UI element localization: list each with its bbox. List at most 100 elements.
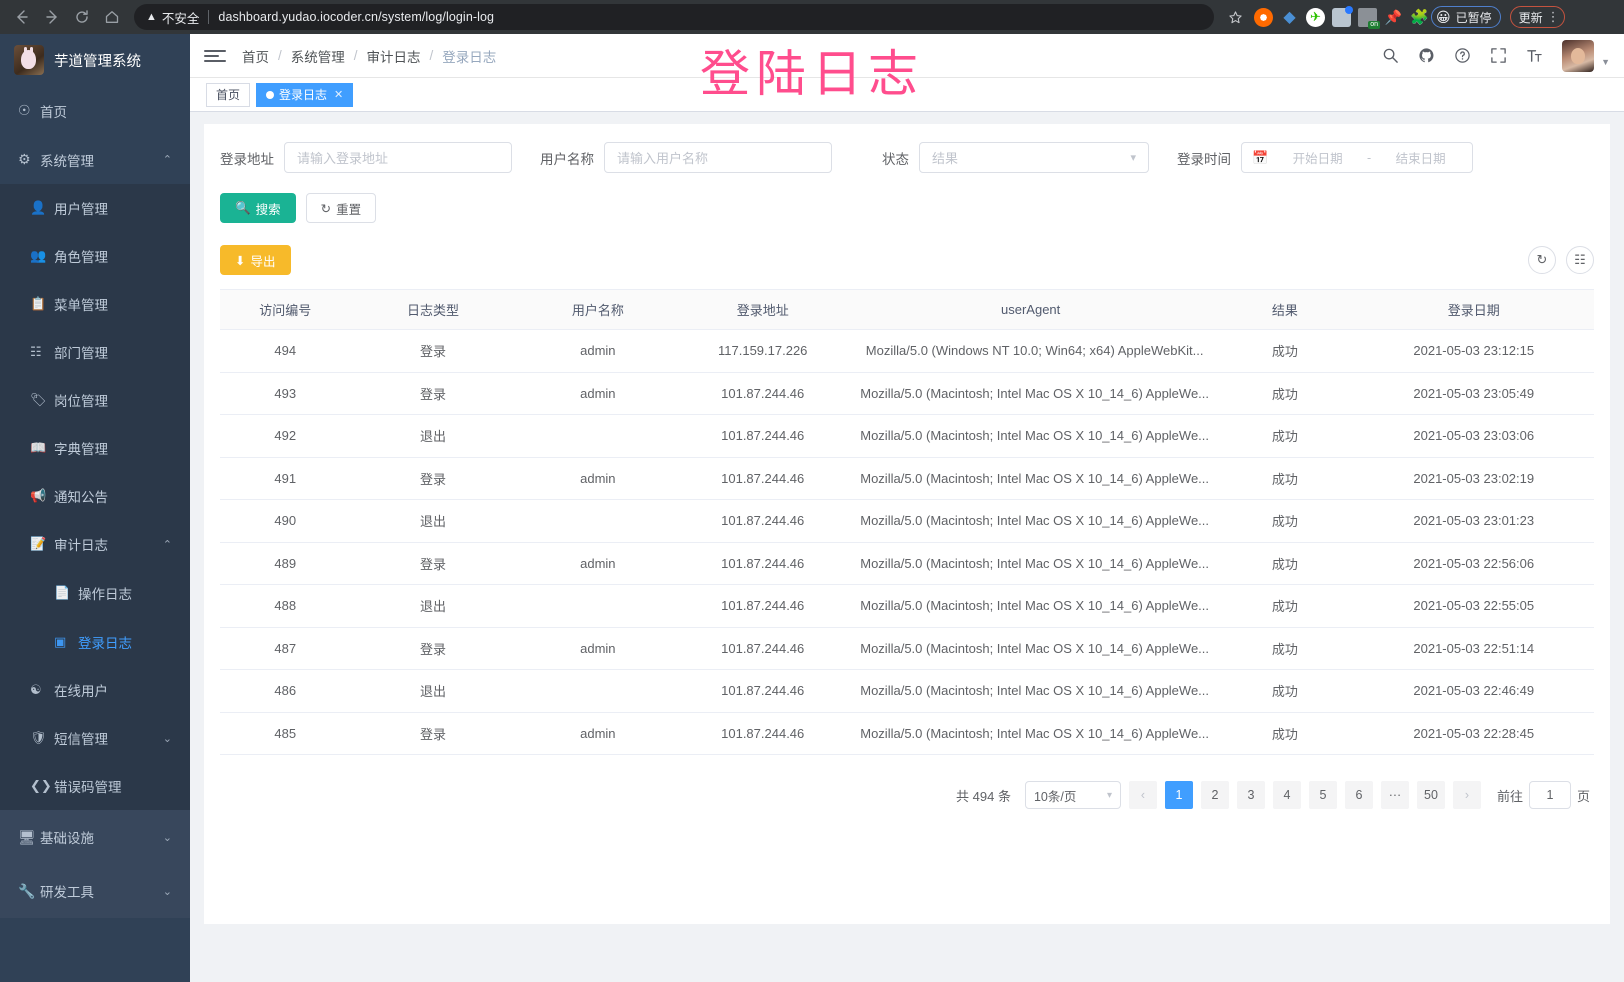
odoo-icon[interactable]	[1254, 7, 1273, 27]
address-bar[interactable]: ▲ 不安全 dashboard.yudao.iocoder.cn/system/…	[134, 4, 1214, 30]
login-time-daterange[interactable]: 📅 开始日期 - 结束日期	[1241, 142, 1473, 173]
sidebar-item-infrastructure[interactable]: 🖥 基础设施 ⌄	[0, 810, 190, 864]
sidebar-item-online-user[interactable]: ☯ 在线用户	[0, 666, 190, 714]
table-row[interactable]: 492 退出 101.87.244.46 Mozilla/5.0 (Macintosh…	[220, 414, 1594, 458]
cell-type: 登录	[350, 627, 516, 670]
column-header-ip[interactable]: 登录地址	[680, 289, 846, 330]
sidebar-item-role-manage[interactable]: 👥 角色管理	[0, 232, 190, 280]
table-row[interactable]: 494 登录 admin 117.159.17.226 Mozilla/5.0 (Win…	[220, 329, 1594, 373]
font-size-icon[interactable]	[1526, 47, 1543, 64]
table-row[interactable]: 489 登录 admin 101.87.244.46 Mozilla/5.0 (Maci…	[220, 542, 1594, 585]
wechat-icon[interactable]: ✈	[1306, 7, 1325, 27]
sidebar-item-sms-manage[interactable]: 🛡 短信管理 ⌄	[0, 714, 190, 762]
sidebar-item-label: 研发工具	[40, 885, 94, 900]
sidebar-item-login-log[interactable]: ▣ 登录日志	[0, 617, 190, 666]
puzzle-icon[interactable]: 🧩	[1410, 9, 1429, 26]
breadcrumb-separator: /	[429, 48, 434, 63]
column-header-id[interactable]: 访问编号	[220, 289, 351, 330]
page-size-select[interactable]: 10条/页 ▾	[1024, 781, 1121, 809]
sidebar-item-dict-manage[interactable]: 📖 字典管理	[0, 424, 190, 472]
clipboard-icon[interactable]	[1358, 7, 1380, 29]
breadcrumb-item-audit[interactable]: 审计日志	[366, 49, 421, 65]
search-button[interactable]: 🔍 搜索	[220, 193, 296, 223]
table-row[interactable]: 485 登录 admin 101.87.244.46 Mozilla/5.0 (Maci…	[220, 712, 1594, 755]
close-icon[interactable]: ✕	[334, 89, 344, 101]
hamburger-icon[interactable]	[204, 49, 226, 62]
pagination-ellipsis[interactable]: ···	[1380, 781, 1409, 809]
pagination-page-1[interactable]: 1	[1164, 781, 1193, 809]
pagination-page-2[interactable]: 2	[1200, 781, 1229, 809]
pagination-next[interactable]: ›	[1452, 781, 1481, 809]
pin-icon[interactable]: 📌	[1384, 8, 1403, 25]
fullscreen-icon[interactable]	[1490, 47, 1507, 64]
reload-icon[interactable]	[68, 3, 96, 31]
table-body: 494 登录 admin 117.159.17.226 Mozilla/5.0 (Win…	[220, 329, 1594, 755]
sidebar-item-home[interactable]: ☉ 首页	[0, 86, 190, 135]
sidebar-item-error-code[interactable]: ❮❯ 错误码管理	[0, 762, 190, 810]
breadcrumb-item-system[interactable]: 系统管理	[290, 49, 345, 65]
pagination-page-6[interactable]: 6	[1344, 781, 1373, 809]
pagination-page-4[interactable]: 4	[1272, 781, 1301, 809]
tab-home[interactable]: 首页	[206, 82, 251, 107]
columns-circle-icon[interactable]: ☷	[1566, 246, 1594, 274]
breadcrumb-item-home[interactable]: 首页	[242, 49, 269, 65]
sidebar-item-audit-log[interactable]: 📝 审计日志 ⌃	[0, 520, 190, 568]
table-row[interactable]: 491 登录 admin 101.87.244.46 Mozilla/5.0 (Maci…	[220, 457, 1594, 500]
forward-arrow-icon[interactable]	[38, 3, 66, 31]
input-placeholder: 请输入登录地址	[297, 151, 389, 166]
sidebar-item-user-manage[interactable]: 👤 用户管理	[0, 184, 190, 232]
translate-icon[interactable]	[1332, 5, 1353, 27]
table-row[interactable]: 493 登录 admin 101.87.244.46 Mozilla/5.0 (Maci…	[220, 372, 1594, 415]
login-address-input[interactable]: 请输入登录地址	[284, 142, 512, 173]
bookmark-star-icon[interactable]	[1222, 4, 1248, 30]
cell-useragent: Mozilla/5.0 (Macintosh; Intel Mac OS X 1…	[845, 627, 1217, 670]
export-button[interactable]: ⬇ 导出	[220, 245, 291, 275]
pagination-prev[interactable]: ‹	[1128, 781, 1157, 809]
column-header-user[interactable]: 用户名称	[515, 289, 681, 330]
sidebar-logo[interactable]: 芋道管理系统	[0, 34, 190, 86]
help-icon[interactable]	[1454, 47, 1471, 64]
table-header-row: 访问编号 日志类型 用户名称 登录地址 userAgent 结果 登录日期	[220, 289, 1594, 330]
cell-result: 成功	[1216, 712, 1354, 755]
table-row[interactable]: 488 退出 101.87.244.46 Mozilla/5.0 (Macintosh…	[220, 584, 1594, 628]
cell-date: 2021-05-03 23:03:06	[1353, 414, 1594, 458]
pagination-page-last[interactable]: 50	[1416, 781, 1445, 809]
tab-login-log[interactable]: 登录日志 ✕	[256, 82, 354, 107]
table-row[interactable]: 487 登录 admin 101.87.244.46 Mozilla/5.0 (Maci…	[220, 627, 1594, 670]
chevron-up-icon: ⌃	[162, 154, 172, 166]
column-header-type[interactable]: 日志类型	[350, 289, 516, 330]
column-header-result[interactable]: 结果	[1216, 289, 1354, 330]
column-header-useragent[interactable]: userAgent	[845, 289, 1217, 330]
search-icon[interactable]	[1382, 47, 1399, 64]
sidebar-item-dev-tools[interactable]: 🔧 研发工具 ⌄	[0, 864, 190, 918]
home-icon[interactable]	[98, 3, 126, 31]
sidebar-item-post-manage[interactable]: 🏷 岗位管理	[0, 376, 190, 424]
avatar[interactable]	[1562, 39, 1595, 72]
sidebar-item-notice[interactable]: 📢 通知公告	[0, 472, 190, 520]
reset-button[interactable]: ↻ 重置	[305, 193, 377, 223]
table-row[interactable]: 486 退出 101.87.244.46 Mozilla/5.0 (Macintosh…	[220, 669, 1594, 713]
sidebar-item-dept-manage[interactable]: ☷ 部门管理	[0, 328, 190, 376]
table-row[interactable]: 490 退出 101.87.244.46 Mozilla/5.0 (Macintosh…	[220, 499, 1594, 543]
column-header-date[interactable]: 登录日期	[1353, 289, 1594, 330]
menu-list-icon: 📋	[30, 296, 47, 311]
sidebar-item-system[interactable]: ⚙ 系统管理 ⌃	[0, 135, 190, 184]
sidebar-item-menu-manage[interactable]: 📋 菜单管理	[0, 280, 190, 328]
cell-user	[515, 499, 681, 543]
chevron-up-icon: ⌃	[162, 538, 172, 551]
status-select[interactable]: 结果 ▾	[919, 142, 1149, 173]
cell-useragent: Mozilla/5.0 (Macintosh; Intel Mac OS X 1…	[845, 372, 1217, 415]
paused-status-button[interactable]: 😀 已暂停	[1431, 6, 1501, 28]
pagination-page-3[interactable]: 3	[1236, 781, 1265, 809]
chevron-down-icon[interactable]: ▼	[1601, 56, 1610, 67]
refresh-circle-icon[interactable]: ↻	[1528, 246, 1556, 274]
jump-input[interactable]: 1	[1528, 781, 1571, 809]
back-arrow-icon[interactable]	[8, 3, 36, 31]
pagination-page-5[interactable]: 5	[1308, 781, 1337, 809]
username-input[interactable]: 请输入用户名称	[604, 142, 832, 173]
github-icon[interactable]	[1418, 47, 1435, 64]
kebab-menu-icon[interactable]: ⋮	[1546, 9, 1560, 24]
update-button[interactable]: 更新 ⋮	[1509, 6, 1565, 28]
diamond-icon[interactable]: ◆	[1283, 9, 1296, 26]
sidebar-item-operation-log[interactable]: 📄 操作日志	[0, 568, 190, 617]
